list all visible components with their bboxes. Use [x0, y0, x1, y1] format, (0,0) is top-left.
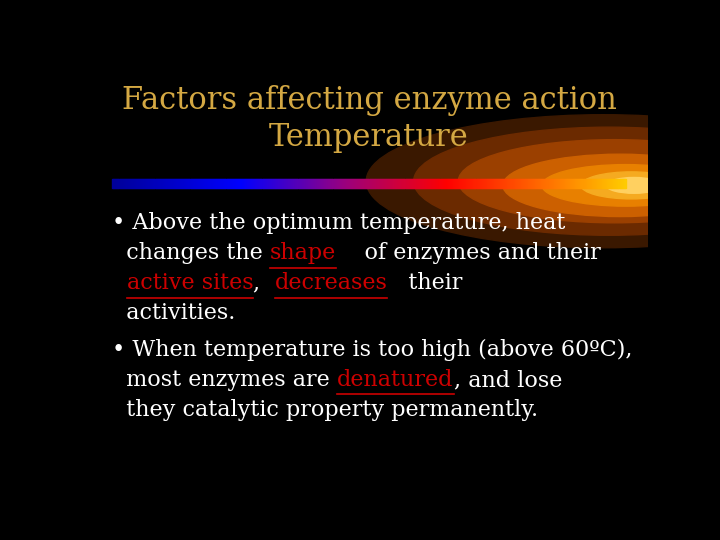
Text: • When temperature is too high (above 60ºC),: • When temperature is too high (above 60…	[112, 339, 633, 361]
Text: Temperature: Temperature	[269, 122, 469, 153]
Text: denatured: denatured	[337, 369, 454, 391]
Text: Factors affecting enzyme action: Factors affecting enzyme action	[122, 85, 616, 116]
Ellipse shape	[458, 140, 720, 223]
Text: ,: ,	[253, 272, 274, 294]
Ellipse shape	[581, 172, 681, 199]
Text: decreases: decreases	[274, 272, 387, 294]
Text: most enzymes are: most enzymes are	[112, 369, 337, 391]
Ellipse shape	[606, 178, 662, 193]
Text: their: their	[387, 272, 463, 294]
Text: shape: shape	[270, 242, 336, 265]
Text: of enzymes and their: of enzymes and their	[336, 242, 601, 265]
Text: , and lose: , and lose	[454, 369, 562, 391]
Ellipse shape	[503, 154, 720, 217]
Text: changes the: changes the	[112, 242, 270, 265]
Ellipse shape	[366, 114, 720, 248]
Text: active sites: active sites	[127, 272, 253, 294]
Ellipse shape	[414, 127, 720, 235]
Ellipse shape	[542, 165, 709, 206]
Text: activities.: activities.	[112, 302, 235, 324]
Text: they catalytic property permanently.: they catalytic property permanently.	[112, 399, 539, 421]
Text: • Above the optimum temperature, heat: • Above the optimum temperature, heat	[112, 212, 566, 234]
